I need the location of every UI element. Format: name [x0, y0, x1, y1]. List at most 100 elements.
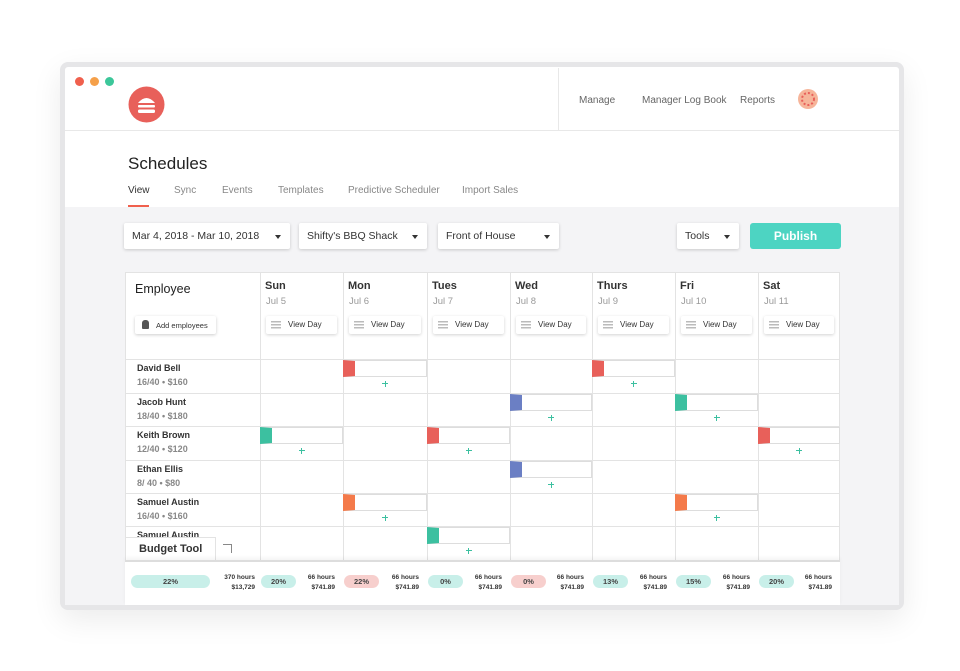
tools-select[interactable]: Tools	[677, 223, 739, 249]
day-date: Jul 5	[266, 296, 287, 307]
budget-pill: 20%	[759, 575, 794, 588]
publish-button[interactable]: Publish	[750, 223, 841, 249]
tab[interactable]: Templates	[278, 185, 324, 196]
budget-cost: $741.89	[478, 584, 503, 591]
shift[interactable]	[592, 360, 675, 377]
day-icon	[603, 321, 613, 329]
nav-link[interactable]: Manage	[579, 95, 616, 106]
employee-hours: 18/40 • $180	[137, 411, 188, 421]
row-line	[126, 426, 840, 427]
shift[interactable]	[510, 394, 592, 411]
budget-hours: 66 hours	[391, 574, 419, 581]
shift[interactable]	[758, 427, 840, 444]
window-dot[interactable]	[90, 77, 99, 86]
day-date: Jul 6	[349, 296, 370, 307]
view-day-button[interactable]: View Day	[681, 316, 752, 334]
tab[interactable]: Sync	[174, 185, 197, 196]
row-line	[126, 393, 840, 394]
date-range-select[interactable]: Mar 4, 2018 - Mar 10, 2018	[124, 223, 290, 249]
add-shift-icon[interactable]	[468, 447, 469, 454]
day-name: Sat	[763, 280, 781, 292]
tab[interactable]: Import Sales	[462, 185, 519, 196]
budget-bar	[125, 560, 840, 605]
add-employees-label: Add employees	[156, 321, 208, 330]
view-day-button[interactable]: View Day	[266, 316, 337, 334]
tab[interactable]: Events	[222, 185, 253, 196]
add-shift-icon[interactable]	[716, 414, 717, 421]
day-name: Sun	[265, 280, 286, 292]
budget-hours: 66 hours	[474, 574, 502, 581]
day-icon	[521, 321, 531, 329]
expand-icon[interactable]	[215, 537, 241, 561]
budget-cost: $741.89	[808, 584, 833, 591]
employee-name: Samuel Austin	[137, 530, 200, 540]
shift[interactable]	[675, 494, 758, 511]
day-name: Thurs	[597, 280, 628, 292]
add-shift-icon[interactable]	[301, 447, 302, 454]
logo[interactable]	[128, 86, 165, 123]
budget-pill: 20%	[261, 575, 296, 588]
budget-pill: 13%	[593, 575, 628, 588]
view-day-button[interactable]: View Day	[598, 316, 669, 334]
employee-header: Employee	[135, 282, 191, 296]
add-shift-icon[interactable]	[798, 447, 800, 454]
row-line	[126, 493, 840, 494]
expand-glyph[interactable]	[223, 544, 232, 553]
column-line	[592, 273, 593, 605]
person-icon	[142, 320, 149, 329]
nav-link[interactable]: Manager Log Book	[642, 95, 727, 106]
row-line	[126, 460, 840, 461]
add-shift-icon[interactable]	[384, 380, 386, 387]
shift[interactable]	[343, 360, 427, 377]
tab[interactable]: View	[128, 185, 150, 196]
employee-name: Jacob Hunt	[137, 397, 187, 407]
day-name: Fri	[680, 280, 695, 292]
add-employees-button[interactable]: Add employees	[135, 316, 216, 334]
column-line	[675, 273, 676, 605]
add-shift-icon[interactable]	[633, 380, 634, 387]
shift[interactable]	[260, 427, 343, 444]
day-icon	[354, 321, 364, 329]
shift[interactable]	[343, 494, 427, 511]
shift[interactable]	[427, 427, 510, 444]
avatar[interactable]	[797, 88, 819, 110]
employee-name: Samuel Austin	[137, 497, 200, 507]
budget-pill: 0%	[428, 575, 463, 588]
add-shift-icon[interactable]	[550, 481, 552, 488]
window-dot[interactable]	[105, 77, 114, 86]
shift[interactable]	[427, 527, 510, 544]
budget-pill: 0%	[511, 575, 546, 588]
day-icon	[271, 321, 281, 329]
shift[interactable]	[675, 394, 758, 411]
column-line	[510, 273, 511, 605]
day-icon	[769, 321, 779, 329]
budget-hours: 66 hours	[556, 574, 584, 581]
nav-link[interactable]: Reports	[740, 95, 776, 106]
employee-name: David Bell	[137, 363, 181, 373]
page-title: Schedules	[128, 154, 208, 173]
add-shift-icon[interactable]	[468, 547, 469, 554]
nav-divider	[558, 68, 559, 130]
add-shift-icon[interactable]	[550, 414, 552, 421]
view-day-button[interactable]: View Day	[433, 316, 504, 334]
location-select[interactable]: Shifty's BBQ Shack	[299, 223, 427, 249]
view-day-button[interactable]: View Day	[349, 316, 421, 334]
view-day-button[interactable]: View Day	[516, 316, 586, 334]
employee-name: Keith Brown	[137, 430, 190, 440]
department-select[interactable]: Front of House	[438, 223, 559, 249]
budget-hours: 370 hours	[224, 574, 255, 581]
tab[interactable]: Predictive Scheduler	[348, 185, 440, 196]
day-date: Jul 9	[598, 296, 619, 307]
view-day-button[interactable]: View Day	[764, 316, 834, 334]
day-name: Mon	[348, 280, 371, 292]
budget-pill: 15%	[676, 575, 711, 588]
employee-hours: 16/40 • $160	[137, 511, 188, 521]
add-shift-icon[interactable]	[384, 514, 386, 521]
add-shift-icon[interactable]	[716, 514, 717, 521]
window-dot[interactable]	[75, 77, 84, 86]
day-date: Jul 8	[516, 296, 537, 307]
day-name: Tues	[432, 280, 457, 292]
shift[interactable]	[510, 461, 592, 478]
day-icon	[686, 321, 696, 329]
budget-cost: $741.89	[643, 584, 668, 591]
